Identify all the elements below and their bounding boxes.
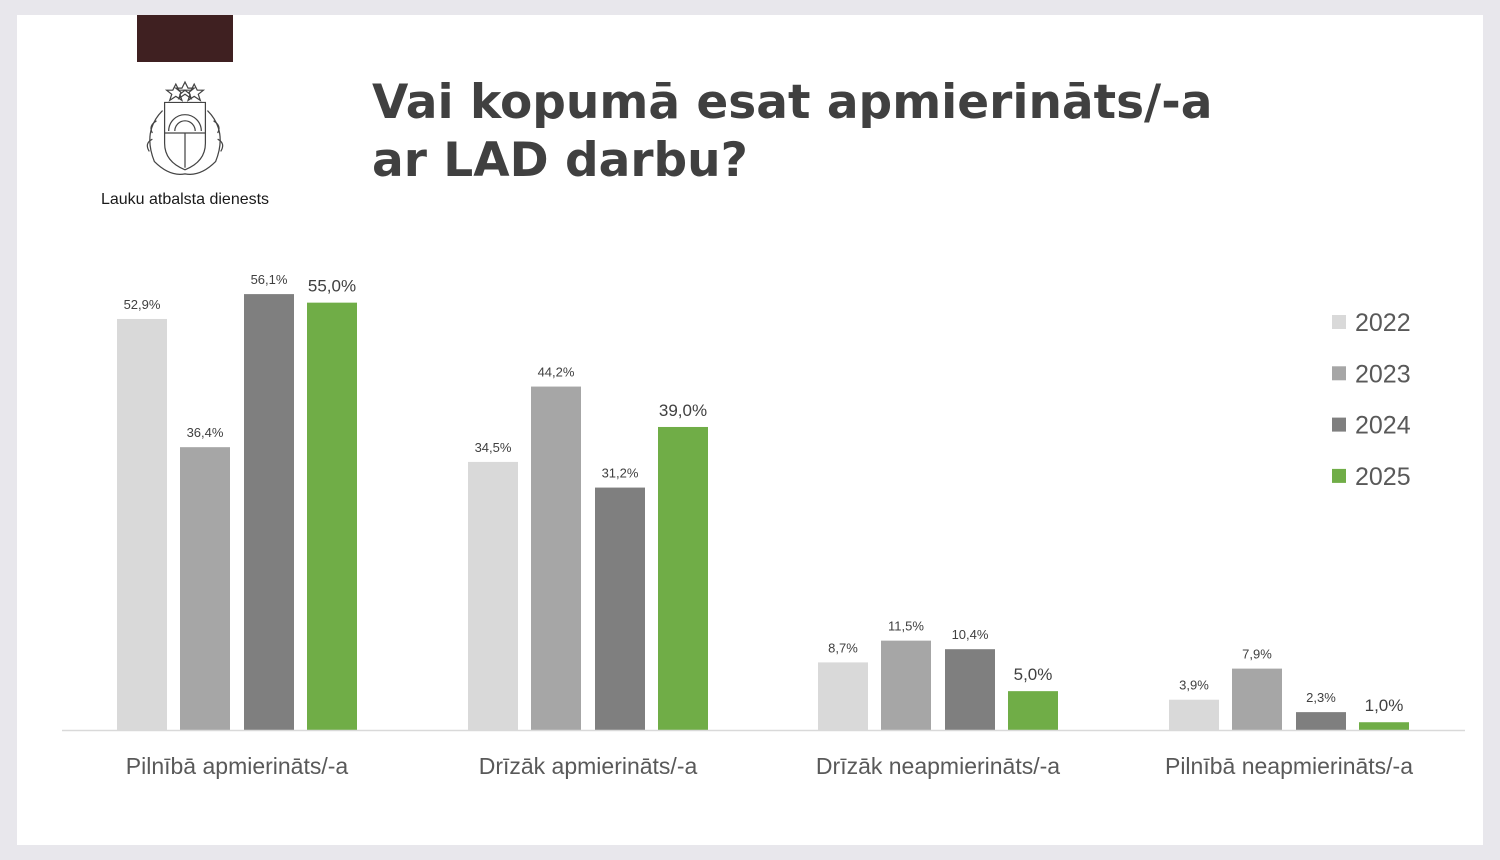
bar-2022 xyxy=(1169,699,1219,730)
data-label: 39,0% xyxy=(659,401,707,420)
legend-swatch-2024 xyxy=(1332,417,1346,432)
bar-2023 xyxy=(531,386,581,730)
data-label: 55,0% xyxy=(308,277,356,296)
bar-2023 xyxy=(881,640,931,730)
brand-bar xyxy=(137,15,233,62)
legend-swatch-2022 xyxy=(1332,315,1346,329)
latvia-coat-of-arms-icon xyxy=(146,80,224,175)
data-label: 34,5% xyxy=(475,440,512,455)
bar-2025 xyxy=(658,426,708,730)
bar-2022 xyxy=(117,318,167,730)
legend-label: 2024 xyxy=(1355,412,1411,440)
bar-2024 xyxy=(244,294,294,730)
bar-2024 xyxy=(1296,712,1346,730)
data-label: 11,5% xyxy=(888,619,924,634)
legend-swatch-2025 xyxy=(1332,468,1346,483)
bar-2024 xyxy=(595,487,645,730)
x-tick-label: Pilnībā neapmierināts/-a xyxy=(1165,753,1413,779)
legend-label: 2023 xyxy=(1355,360,1411,388)
data-label: 8,7% xyxy=(828,640,858,655)
data-label: 1,0% xyxy=(1365,696,1404,715)
data-label: 2,3% xyxy=(1306,690,1336,705)
data-label: 44,2% xyxy=(538,365,575,380)
data-label: 36,4% xyxy=(187,425,224,440)
x-tick-label: Pilnībā apmierināts/-a xyxy=(126,753,349,779)
data-label: 52,9% xyxy=(124,297,161,312)
legend-swatch-2023 xyxy=(1332,366,1346,381)
bar-2022 xyxy=(818,662,868,730)
bar-2023 xyxy=(180,447,230,730)
x-tick-label: Drīzāk neapmierināts/-a xyxy=(816,753,1060,779)
data-label: 56,1% xyxy=(251,272,288,287)
legend-label: 2022 xyxy=(1355,309,1411,337)
bar-2023 xyxy=(1232,668,1282,730)
bar-2025 xyxy=(1008,691,1058,730)
data-label: 5,0% xyxy=(1014,665,1053,684)
x-tick-label: Drīzāk apmierināts/-a xyxy=(479,753,698,779)
data-label: 7,9% xyxy=(1242,647,1272,662)
bar-2022 xyxy=(468,461,518,730)
bar-2025 xyxy=(1359,722,1409,730)
bar-2025 xyxy=(307,302,357,730)
org-name: Lauku atbalsta dienests xyxy=(100,191,270,208)
title-line-2: ar LAD darbu? xyxy=(372,133,748,188)
legend-label: 2025 xyxy=(1355,463,1411,491)
data-label: 3,9% xyxy=(1179,678,1209,693)
bar-2024 xyxy=(945,649,995,730)
data-label: 31,2% xyxy=(602,466,639,481)
data-label: 10,4% xyxy=(952,627,989,642)
title-line-1: Vai kopumā esat apmierināts/-a xyxy=(372,75,1213,130)
page-title: Vai kopumā esat apmierināts/-a ar LAD da… xyxy=(372,74,1372,190)
